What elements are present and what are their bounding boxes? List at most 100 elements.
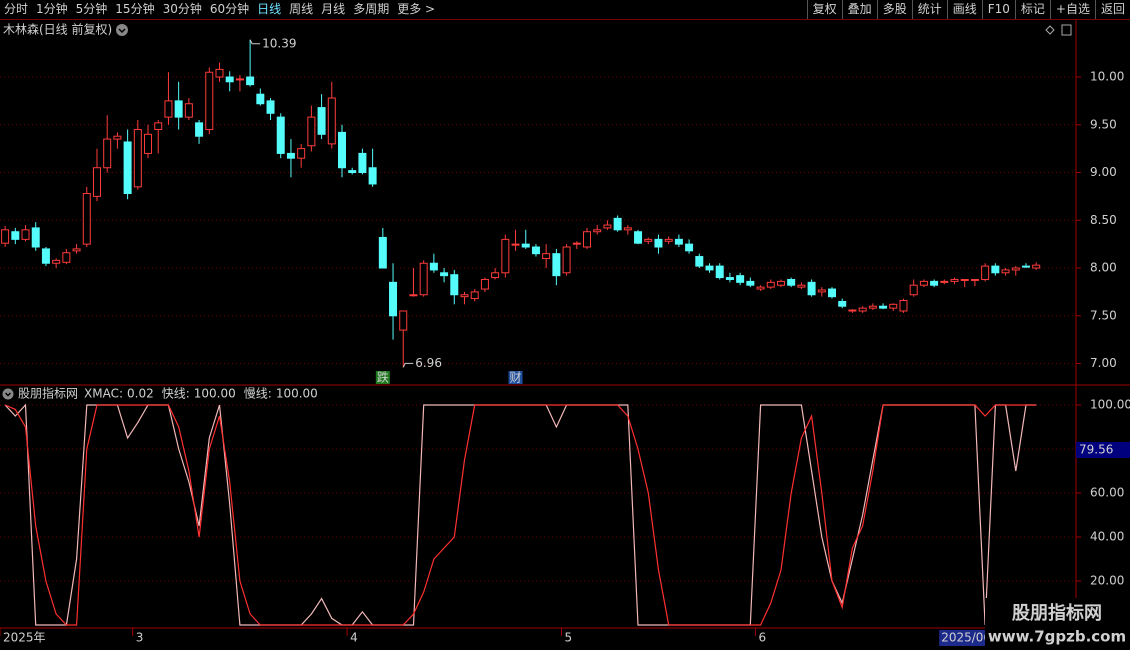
candle-body bbox=[705, 265, 714, 271]
toolbar-button[interactable]: 15分钟 bbox=[115, 2, 155, 16]
candle-body bbox=[266, 100, 275, 114]
candle-body bbox=[848, 309, 857, 312]
candle-body bbox=[195, 122, 204, 137]
candle-body bbox=[164, 100, 173, 118]
candle-body bbox=[389, 281, 398, 317]
toolbar-left: 分时 1分钟 5分钟 15分钟 30分钟 60分钟 日线 周线 月线 多周期 更多 > bbox=[0, 0, 439, 19]
toolbar-button[interactable]: F10 bbox=[981, 0, 1015, 19]
candle-body bbox=[909, 284, 918, 296]
panel-icon[interactable] bbox=[1061, 24, 1072, 36]
candle-body bbox=[368, 167, 377, 185]
candle-body bbox=[348, 170, 357, 174]
candle-body bbox=[92, 167, 101, 197]
candle-body bbox=[879, 305, 888, 309]
candle-body bbox=[31, 227, 40, 248]
candle-body bbox=[776, 280, 785, 286]
candle-body bbox=[695, 256, 704, 267]
candle-body bbox=[225, 76, 234, 83]
candle-body bbox=[940, 280, 949, 283]
y-tick-label: 100.00 bbox=[1090, 397, 1130, 411]
candle-body bbox=[1032, 264, 1041, 269]
candle-body bbox=[215, 68, 224, 78]
watermark-box bbox=[985, 598, 1130, 650]
candle-body bbox=[981, 265, 990, 280]
toolbar-button[interactable]: 1分钟 bbox=[36, 2, 68, 16]
readout-label: XMAC: bbox=[84, 387, 123, 401]
candle-body bbox=[11, 231, 20, 240]
toolbar-button[interactable]: 叠加 bbox=[841, 0, 877, 19]
toolbar: 分时 1分钟 5分钟 15分钟 30分钟 60分钟 日线 周线 月线 多周期 更多 > 复权 叠加 多股统… bbox=[0, 0, 1130, 20]
toolbar-button[interactable]: 复权 bbox=[806, 0, 842, 19]
toolbar-button[interactable]: 日线 bbox=[257, 2, 282, 16]
candle-body bbox=[542, 253, 551, 259]
candle-body bbox=[113, 135, 122, 140]
toolbar-button[interactable]: 月线 bbox=[321, 2, 346, 16]
candle-body bbox=[654, 238, 663, 248]
toolbar-button[interactable]: 30分钟 bbox=[162, 2, 202, 16]
candle-body bbox=[521, 243, 530, 248]
candle-body bbox=[297, 148, 306, 159]
candle-body bbox=[634, 231, 643, 244]
candle-body bbox=[531, 246, 540, 255]
y-tick-label: 8.50 bbox=[1090, 213, 1117, 227]
cursor-value: 79.56 bbox=[1079, 442, 1113, 456]
toolbar-button[interactable]: 返回 bbox=[1094, 0, 1130, 19]
candle-body bbox=[889, 303, 898, 309]
diamond-icon[interactable] bbox=[1045, 25, 1055, 35]
candle-body bbox=[685, 243, 694, 252]
dropdown-icon[interactable] bbox=[116, 24, 128, 36]
candle-body bbox=[644, 238, 653, 242]
toolbar-button[interactable]: 分时 bbox=[4, 2, 29, 16]
toolbar-button[interactable]: 周线 bbox=[289, 2, 314, 16]
y-tick-label: 10.00 bbox=[1090, 70, 1124, 84]
x-tick-label: 2025年 bbox=[3, 631, 46, 645]
candle-body bbox=[317, 107, 326, 135]
candle-body bbox=[899, 299, 908, 312]
candle-body bbox=[235, 78, 244, 81]
watermark-url: www.7gpzb.com bbox=[988, 628, 1126, 646]
toolbar-button[interactable]: 统计 bbox=[911, 0, 947, 19]
indicator-line bbox=[4, 404, 1037, 626]
toolbar-button[interactable]: 标记 bbox=[1014, 0, 1050, 19]
candle-body bbox=[593, 229, 602, 233]
annotation: 10.39 bbox=[262, 36, 296, 50]
candle-body bbox=[552, 253, 561, 277]
candle-body bbox=[991, 265, 1000, 274]
candle-body bbox=[123, 141, 132, 195]
x-tick-label: 5 bbox=[564, 631, 572, 645]
toolbar-button[interactable]: +自选 bbox=[1049, 0, 1095, 19]
candle-body bbox=[52, 259, 61, 264]
candle-body bbox=[1011, 267, 1020, 271]
candle-body bbox=[715, 265, 724, 279]
toolbar-right: 复权 叠加 多股 统计 画线 F10 标记 +自选 返回 bbox=[806, 0, 1130, 19]
candle-body bbox=[378, 236, 387, 269]
candle-body bbox=[419, 262, 428, 296]
candle-body bbox=[337, 131, 346, 169]
toolbar-button[interactable]: 多股 bbox=[876, 0, 912, 19]
candle-body bbox=[797, 284, 806, 288]
dropdown-icon[interactable] bbox=[2, 388, 14, 400]
event-marker bbox=[508, 371, 523, 384]
cursor-date-box bbox=[939, 630, 990, 646]
y-tick-label: 60.00 bbox=[1090, 486, 1124, 500]
candle-body bbox=[501, 238, 510, 274]
indicator-title: 股朋指标网 bbox=[18, 386, 78, 401]
candle-body bbox=[950, 278, 959, 282]
candle-body bbox=[807, 281, 816, 296]
candle-body bbox=[470, 291, 479, 300]
toolbar-button[interactable]: 画线 bbox=[946, 0, 982, 19]
candle-body bbox=[736, 275, 745, 283]
toolbar-button[interactable]: 多周期 bbox=[353, 2, 390, 16]
candle-body bbox=[450, 274, 459, 296]
candle-body bbox=[144, 133, 153, 154]
toolbar-button[interactable]: 5分钟 bbox=[75, 2, 108, 16]
toolbar-button[interactable]: 60分钟 bbox=[209, 2, 250, 16]
candle-body bbox=[664, 238, 673, 242]
toolbar-button[interactable]: 更多 > bbox=[397, 2, 436, 16]
candle-body bbox=[491, 272, 500, 279]
x-tick-label: 3 bbox=[136, 631, 144, 645]
candle-body bbox=[205, 71, 214, 131]
event-marker bbox=[375, 371, 390, 384]
